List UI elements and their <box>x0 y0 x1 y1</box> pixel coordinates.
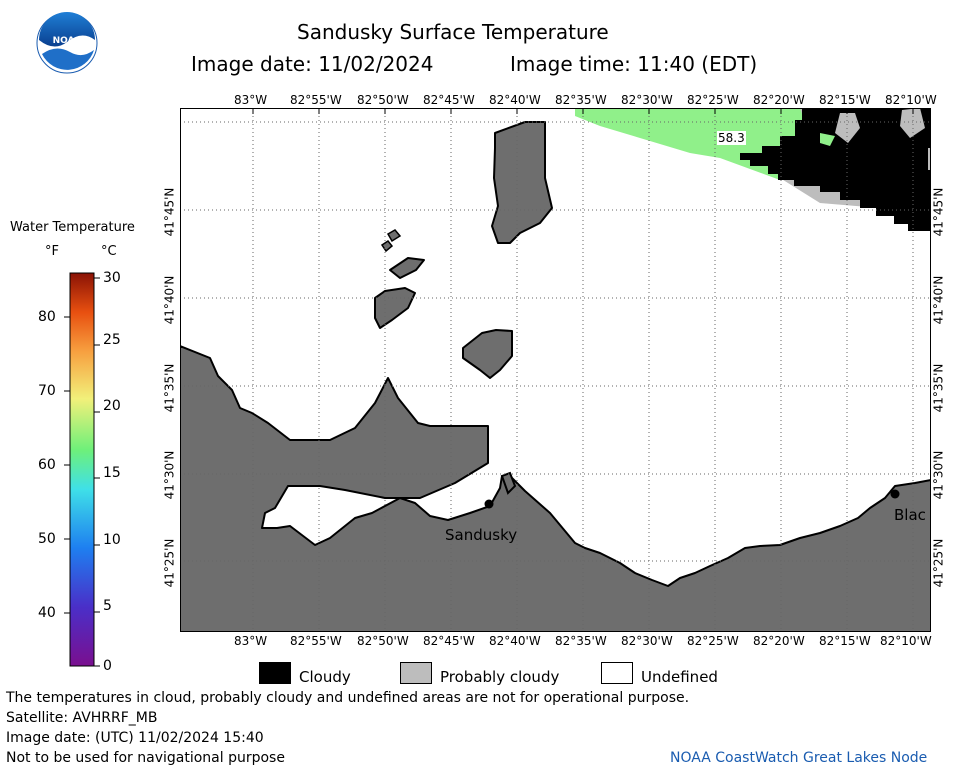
c-tick: 30 <box>103 270 121 286</box>
sandusky-marker <box>484 499 494 509</box>
legend-swatch-probably-cloudy <box>400 662 432 684</box>
lon-label: 82°15'W <box>819 634 871 648</box>
credit-link[interactable]: NOAA CoastWatch Great Lakes Node <box>670 750 928 766</box>
lon-label: 82°50'W <box>357 93 409 107</box>
lon-label: 82°20'W <box>753 93 805 107</box>
lon-label: 82°10'W <box>885 93 937 107</box>
kelleys-island <box>491 121 553 244</box>
lon-label: 82°10'W <box>880 634 932 648</box>
graticule <box>180 108 931 632</box>
utc-date: Image date: (UTC) 11/02/2024 15:40 <box>6 730 264 746</box>
lon-label: 82°25'W <box>687 634 739 648</box>
lon-label: 82°50'W <box>357 634 409 648</box>
city-label-blac: Blac <box>894 506 926 524</box>
colorbar-title: Water Temperature <box>10 220 135 235</box>
image-date: Image date: 11/02/2024 <box>191 52 434 76</box>
middle-bass-island <box>389 257 425 279</box>
noaa-logo: NOAA <box>36 12 98 74</box>
lat-label: 41°45'N <box>162 187 177 237</box>
small-island <box>386 229 402 243</box>
f-tick: 60 <box>38 457 56 473</box>
cloudy-area <box>740 108 931 231</box>
lon-label: 82°35'W <box>555 93 607 107</box>
c-tick: 5 <box>103 598 112 614</box>
lon-label: 82°20'W <box>753 634 805 648</box>
lon-label: 82°15'W <box>819 93 871 107</box>
lat-label: 41°30'N <box>931 450 946 500</box>
unit-celsius: °C <box>101 244 117 259</box>
lat-label: 41°45'N <box>931 187 946 237</box>
unit-fahrenheit: °F <box>45 244 59 259</box>
c-tick: 15 <box>103 465 121 481</box>
f-tick: 80 <box>38 309 56 325</box>
legend-undefined: Undefined <box>641 668 718 686</box>
temperature-reading: 58.3 <box>717 131 746 145</box>
lon-label: 82°40'W <box>489 634 541 648</box>
c-tick: 25 <box>103 332 121 348</box>
south-bass-island <box>374 287 416 329</box>
f-tick: 50 <box>38 531 56 547</box>
lon-label: 82°30'W <box>621 634 673 648</box>
city-label-sandusky: Sandusky <box>445 526 518 544</box>
page-title: Sandusky Surface Temperature <box>297 20 609 44</box>
lat-label: 41°30'N <box>162 450 177 500</box>
lon-label: 82°25'W <box>687 93 739 107</box>
satellite-info: Satellite: AVHRRF_MB <box>6 710 158 726</box>
legend-swatch-cloudy <box>259 662 291 684</box>
lon-label: 82°40'W <box>489 93 541 107</box>
lon-label: 82°55'W <box>290 634 342 648</box>
lon-label: 82°45'W <box>423 634 475 648</box>
lon-label: 82°30'W <box>621 93 673 107</box>
disclaimer: The temperatures in cloud, probably clou… <box>6 690 690 706</box>
blac-marker <box>890 489 900 499</box>
legend-cloudy: Cloudy <box>299 668 351 686</box>
svg-text:NOAA: NOAA <box>53 36 82 46</box>
johnson-island <box>462 329 513 379</box>
lat-label: 41°25'N <box>931 538 946 588</box>
lon-label: 82°35'W <box>555 634 607 648</box>
mainland <box>180 345 931 632</box>
nav-warning: Not to be used for navigational purpose <box>6 750 285 766</box>
legend-probably-cloudy: Probably cloudy <box>440 668 560 686</box>
c-tick: 10 <box>103 532 121 548</box>
lat-label: 41°40'N <box>931 275 946 325</box>
lon-label: 83°W <box>234 634 268 648</box>
legend-swatch-undefined <box>601 662 633 684</box>
lon-label: 82°55'W <box>290 93 342 107</box>
lat-label: 41°35'N <box>162 363 177 413</box>
colorbar <box>64 272 100 667</box>
f-tick: 70 <box>38 383 56 399</box>
c-tick: 20 <box>103 398 121 414</box>
lat-label: 41°35'N <box>931 363 946 413</box>
lat-label: 41°40'N <box>162 275 177 325</box>
lon-label: 82°45'W <box>423 93 475 107</box>
f-tick: 40 <box>38 605 56 621</box>
c-tick: 0 <box>103 658 112 674</box>
lon-label: 83°W <box>234 93 268 107</box>
sst-map <box>180 108 931 632</box>
image-time: Image time: 11:40 (EDT) <box>510 52 758 76</box>
lat-label: 41°25'N <box>162 538 177 588</box>
